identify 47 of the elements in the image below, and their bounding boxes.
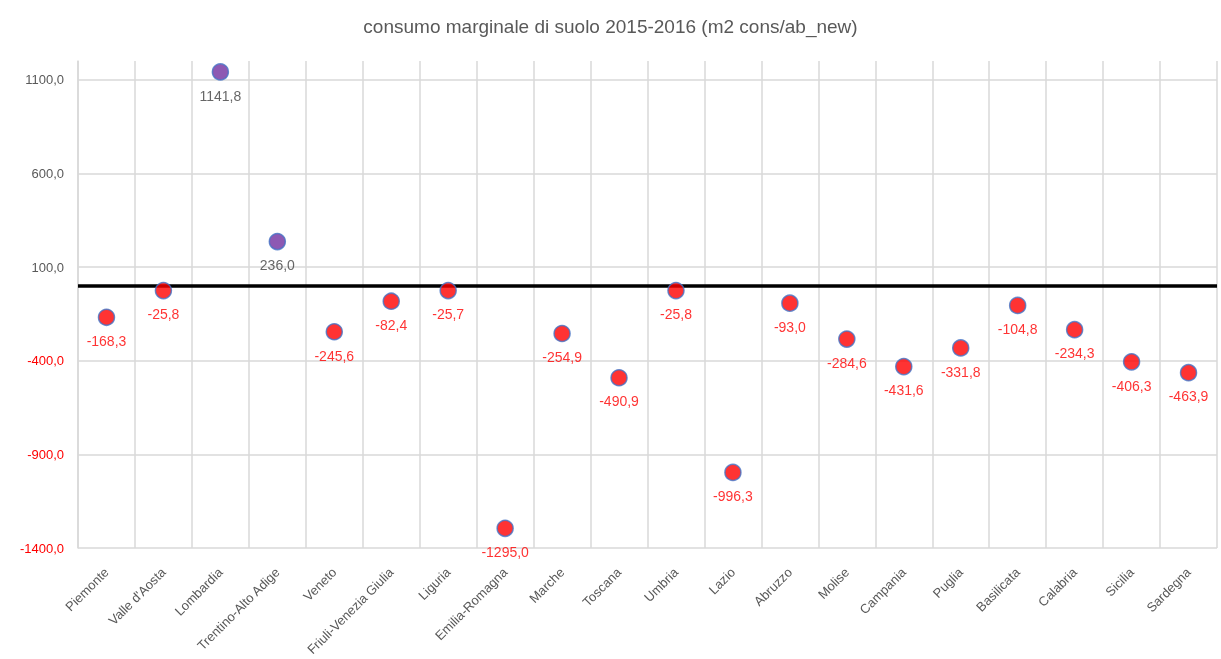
data-label: -93,0 (773, 318, 807, 335)
point (838, 330, 856, 348)
point (1008, 296, 1027, 315)
data-label: -406,3 (1111, 377, 1152, 394)
data-label: -25,8 (660, 306, 693, 323)
point (724, 463, 742, 482)
point (268, 232, 287, 251)
data-label: -284,6 (826, 354, 867, 371)
point (951, 339, 970, 357)
point (610, 368, 628, 387)
data-label: -82,4 (375, 316, 408, 333)
data-label: -25,7 (432, 306, 465, 323)
point (781, 294, 799, 312)
y-tick-label: -400,0 (27, 353, 64, 369)
y-tick-label: 100,0 (31, 259, 64, 275)
point (325, 323, 344, 341)
data-label: -234,3 (1054, 345, 1095, 362)
point (1122, 353, 1141, 371)
data-label: -168,3 (86, 333, 127, 350)
point (496, 519, 514, 538)
point (1065, 320, 1084, 339)
point (895, 357, 913, 376)
point (667, 281, 685, 300)
data-label: 236,0 (259, 257, 296, 274)
data-label: -490,9 (599, 393, 640, 410)
data-label: -996,3 (713, 488, 753, 505)
data-label: -245,6 (314, 347, 355, 364)
y-tick-label: -1400,0 (19, 540, 64, 556)
data-label: -431,6 (883, 382, 924, 399)
data-label: -1295,0 (481, 544, 530, 561)
point (154, 281, 173, 300)
y-tick-label: 1100,0 (25, 72, 64, 88)
data-label: 1141,8 (199, 87, 242, 104)
point (439, 281, 457, 300)
data-label: -104,8 (997, 321, 1038, 338)
data-label: -463,9 (1168, 388, 1209, 405)
point (211, 63, 230, 81)
point (97, 308, 116, 327)
y-tick-label: -900,0 (27, 446, 64, 462)
point (553, 324, 571, 343)
y-tick-label: 600,0 (31, 165, 64, 181)
data-label: -331,8 (940, 363, 981, 380)
chart-title: consumo marginale di suolo 2015-2016 (m2 cons/ab_new) (363, 16, 858, 38)
data-label: -25,8 (147, 306, 180, 323)
point (1179, 363, 1198, 382)
data-label: -254,9 (542, 349, 583, 366)
point (382, 292, 400, 310)
